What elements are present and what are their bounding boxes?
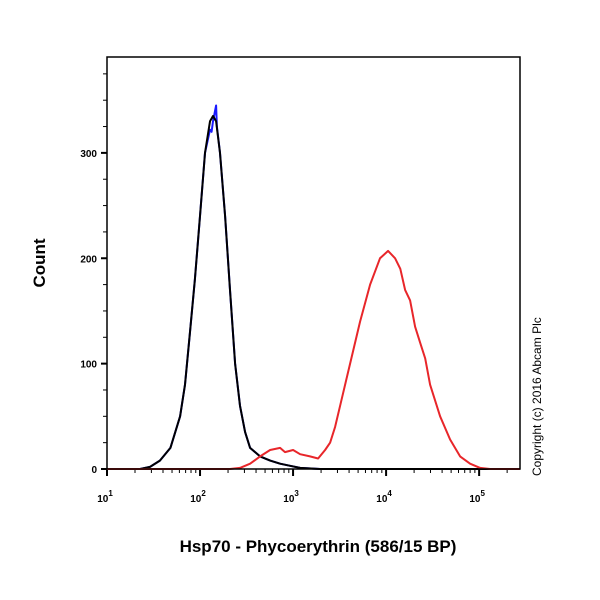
x-axis-label: Hsp70 - Phycoerythrin (586/15 BP) — [180, 537, 457, 556]
histogram-series-2 — [107, 249, 520, 470]
x-tick-label: 104 — [376, 489, 392, 505]
histogram-series-0 — [107, 104, 520, 470]
copyright-text: Copyright (c) 2016 Abcam Plc — [530, 317, 544, 476]
y-tick-label: 200 — [80, 254, 97, 265]
histogram-series-1 — [107, 115, 520, 470]
x-tick-label: 102 — [190, 489, 206, 505]
y-tick-label: 300 — [80, 149, 97, 160]
x-tick-label: 103 — [283, 489, 299, 505]
y-axis-label: Count — [30, 238, 49, 287]
y-tick-label: 100 — [80, 360, 97, 371]
plot-frame — [106, 56, 521, 470]
x-tick-label: 101 — [97, 489, 113, 505]
y-tick-label: 0 — [91, 465, 97, 476]
x-tick-label: 105 — [469, 489, 485, 505]
